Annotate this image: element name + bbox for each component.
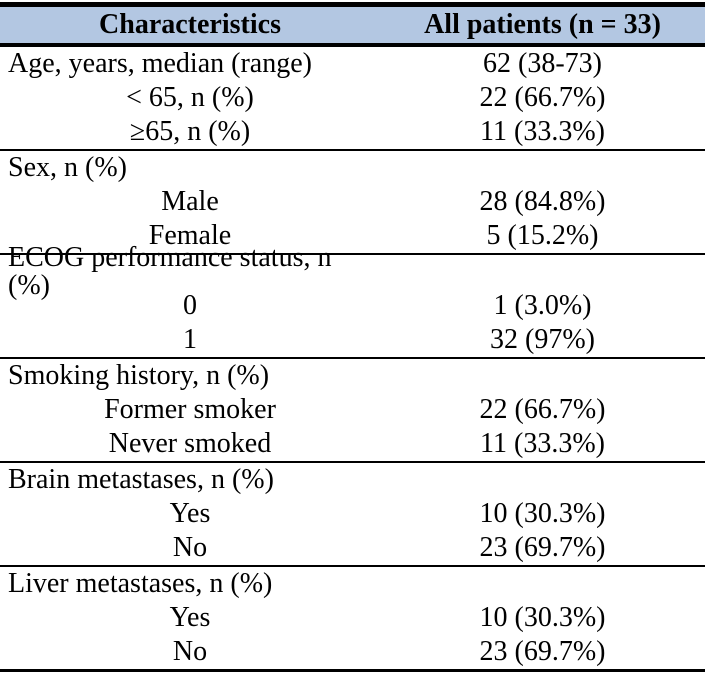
row-label: Age, years, median (range)	[8, 48, 312, 79]
table-row: Brain metastases, n (%)	[0, 463, 705, 497]
header-cell-characteristics: Characteristics	[99, 9, 281, 40]
row-label: Yes	[169, 602, 211, 633]
row-value: 1 (3.0%)	[493, 290, 592, 321]
row-label: 0	[183, 290, 197, 321]
row-label: < 65, n (%)	[126, 82, 254, 113]
row-label: Sex, n (%)	[8, 152, 127, 183]
table-row: Never smoked 11 (33.3%)	[0, 427, 705, 461]
row-value: 5 (15.2%)	[486, 220, 599, 251]
section-sex: Sex, n (%) Male 28 (84.8%) Female 5 (15.…	[0, 149, 705, 253]
header-cell-all-patients: All patients (n = 33)	[424, 9, 661, 40]
section-brain-metastases: Brain metastases, n (%) Yes 10 (30.3%) N…	[0, 461, 705, 565]
row-label: Male	[161, 186, 219, 217]
table-row: Sex, n (%)	[0, 151, 705, 185]
table-row: Male 28 (84.8%)	[0, 185, 705, 219]
row-label: No	[172, 636, 208, 667]
row-value: 11 (33.3%)	[480, 428, 605, 459]
section-ecog-performance-status: ECOG performance status, n (%) 0 1 (3.0%…	[0, 244, 705, 357]
row-label: 1	[183, 324, 197, 355]
table-row: ≥65, n (%) 11 (33.3%)	[0, 115, 705, 149]
row-value: 10 (30.3%)	[479, 498, 606, 529]
table-row: No 23 (69.7%)	[0, 635, 705, 669]
section-liver-metastases: Liver metastases, n (%) Yes 10 (30.3%) N…	[0, 565, 705, 669]
table-header-row: Characteristics All patients (n = 33)	[0, 7, 705, 47]
patient-characteristics-table: Characteristics All patients (n = 33) Ag…	[0, 2, 705, 672]
row-label: Never smoked	[108, 428, 272, 459]
row-value: 22 (66.7%)	[479, 394, 606, 425]
row-label: Yes	[169, 498, 211, 529]
row-label: Female	[148, 220, 232, 251]
row-value: 22 (66.7%)	[479, 82, 606, 113]
row-label: Former smoker	[104, 394, 276, 425]
table-row: ECOG performance status, n (%)	[0, 244, 705, 300]
row-label: Liver metastases, n (%)	[8, 568, 273, 599]
section-age: Age, years, median (range) 62 (38-73) < …	[0, 47, 705, 149]
row-value: 32 (97%)	[490, 324, 595, 355]
row-value: 28 (84.8%)	[479, 186, 606, 217]
row-label: Smoking history, n (%)	[8, 360, 270, 391]
table-row: No 23 (69.7%)	[0, 531, 705, 565]
row-value: 62 (38-73)	[483, 48, 602, 79]
section-smoking-history: Smoking history, n (%) Former smoker 22 …	[0, 357, 705, 461]
row-label: Brain metastases, n (%)	[8, 464, 274, 495]
row-value: 23 (69.7%)	[479, 636, 606, 667]
table-row: Liver metastases, n (%)	[0, 567, 705, 601]
table-row: 1 32 (97%)	[0, 323, 705, 357]
table-row: < 65, n (%) 22 (66.7%)	[0, 81, 705, 115]
row-label: ECOG performance status, n (%)	[8, 242, 332, 301]
row-value: 10 (30.3%)	[479, 602, 606, 633]
row-value: 23 (69.7%)	[479, 532, 606, 563]
row-value: 11 (33.3%)	[480, 116, 605, 147]
table-row: Yes 10 (30.3%)	[0, 601, 705, 635]
table-row: 0 1 (3.0%)	[0, 289, 705, 323]
table-row: Yes 10 (30.3%)	[0, 497, 705, 531]
row-label: No	[172, 532, 208, 563]
row-label: ≥65, n (%)	[129, 116, 251, 147]
table-row: Former smoker 22 (66.7%)	[0, 393, 705, 427]
table-row: Female 5 (15.2%)	[0, 219, 705, 253]
table-row: Age, years, median (range) 62 (38-73)	[0, 47, 705, 81]
table-row: Smoking history, n (%)	[0, 359, 705, 393]
